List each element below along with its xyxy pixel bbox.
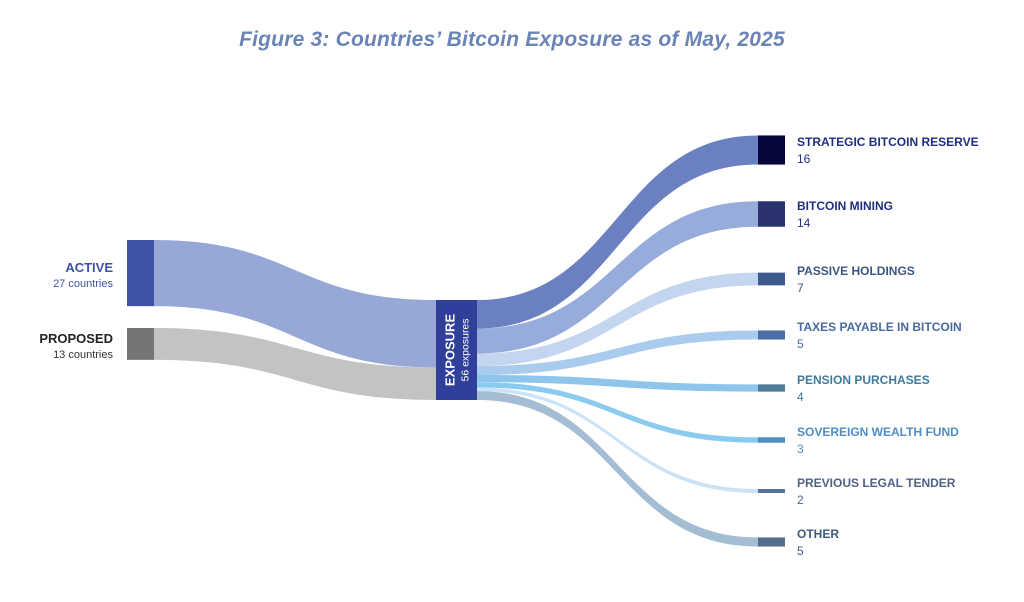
value-bitcoin-mining: 14 [797,216,811,230]
node-previous-legal-tender [758,489,785,493]
node-proposed [127,328,154,360]
link-exposure-to-strategic-bitcoin-reserve [477,135,758,329]
hub-label: EXPOSURE [443,314,458,387]
link-exposure-to-taxes-payable-in-bitcoin [477,330,758,375]
node-other [758,537,785,547]
nodes-layer [127,135,785,547]
label-bitcoin-mining: BITCOIN MINING [797,199,893,213]
link-exposure-to-bitcoin-mining [477,201,758,354]
node-strategic-bitcoin-reserve [758,135,785,165]
link-exposure-to-previous-legal-tender [477,387,758,493]
hub-sublabel: 56 exposures [460,318,472,381]
sublabel-active: 27 countries [53,278,113,290]
label-taxes-payable-in-bitcoin: TAXES PAYABLE IN BITCOIN [797,320,962,334]
node-pension-purchases [758,384,785,392]
link-proposed-to-exposure [154,328,436,400]
value-sovereign-wealth-fund: 3 [797,442,804,456]
link-exposure-to-other [477,391,758,547]
value-previous-legal-tender: 2 [797,493,804,507]
labels-layer: ACTIVE 27 countries PROPOSED 13 countries EX… [39,135,978,558]
node-exposure [436,300,477,400]
label-sovereign-wealth-fund: SOVEREIGN WEALTH FUND [797,425,959,439]
link-exposure-to-pension-purchases [477,375,758,392]
label-other: OTHER [797,527,839,541]
value-strategic-bitcoin-reserve: 16 [797,152,811,166]
node-passive-holdings [758,272,785,286]
value-other: 5 [797,544,804,558]
sublabel-proposed: 13 countries [53,349,113,361]
label-active: ACTIVE [65,260,113,275]
label-previous-legal-tender: PREVIOUS LEGAL TENDER [797,476,956,490]
value-pension-purchases: 4 [797,390,804,404]
label-passive-holdings: PASSIVE HOLDINGS [797,264,915,278]
link-active-to-exposure [154,240,436,368]
node-bitcoin-mining [758,201,785,227]
node-sovereign-wealth-fund [758,437,785,443]
label-strategic-bitcoin-reserve: STRATEGIC BITCOIN RESERVE [797,135,979,149]
node-taxes-payable-in-bitcoin [758,330,785,340]
link-exposure-to-sovereign-wealth-fund [477,382,758,443]
label-proposed: PROPOSED [39,331,113,346]
chart-title: Figure 3: Countries’ Bitcoin Exposure as… [239,28,785,51]
label-pension-purchases: PENSION PURCHASES [797,373,930,387]
value-passive-holdings: 7 [797,281,804,295]
links-layer [154,135,758,547]
value-taxes-payable-in-bitcoin: 5 [797,337,804,351]
node-active [127,240,154,307]
link-exposure-to-passive-holdings [477,272,758,367]
